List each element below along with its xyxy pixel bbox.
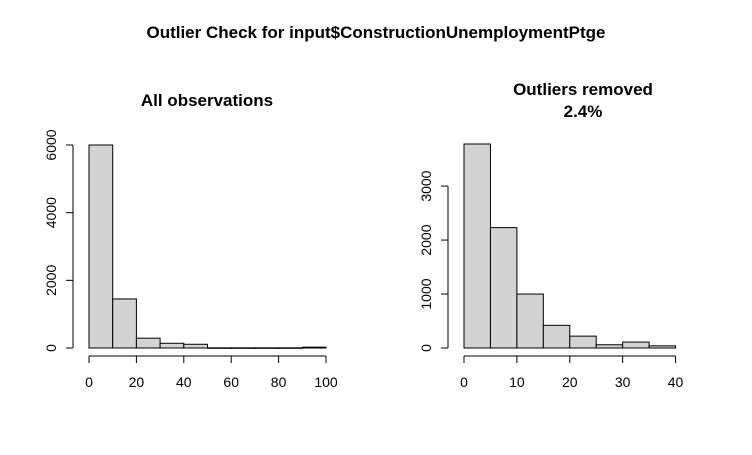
y-tick-label: 0	[43, 344, 59, 352]
histogram-bar	[622, 341, 650, 349]
x-tick-label: 0	[460, 374, 468, 390]
x-tick-label: 40	[176, 374, 192, 390]
panel-outliers-removed: 0 10 20 30 40 0 1000 2000 3000	[418, 143, 684, 390]
histogram-bar	[542, 324, 571, 349]
y-tick-label: 0	[418, 344, 434, 352]
figure-title: Outlier Check for input$ConstructionUnem…	[146, 23, 605, 42]
y-tick-label: 1000	[418, 278, 434, 309]
x-tick-label: 20	[562, 374, 578, 390]
y-tick-label: 3000	[418, 170, 434, 201]
histogram-bar	[159, 342, 185, 349]
panel-left-title: All observations	[141, 91, 273, 110]
histogram-bar	[463, 143, 491, 349]
histogram-bar	[569, 335, 597, 349]
x-tick-label: 80	[271, 374, 287, 390]
histogram-bar	[595, 344, 624, 349]
panel-right-title: Outliers removed	[513, 80, 653, 99]
panel-right-subtitle: 2.4%	[564, 102, 603, 121]
x-tick-label: 0	[85, 374, 93, 390]
x-tick-label: 10	[509, 374, 525, 390]
y-tick-label: 6000	[43, 129, 59, 160]
histogram-bar	[112, 298, 137, 349]
histogram-bar	[301, 346, 327, 349]
histogram-bar	[648, 345, 677, 349]
histogram-bar	[207, 347, 232, 349]
histogram-bar	[88, 144, 114, 349]
y-tick-label: 2000	[418, 224, 434, 255]
histogram-bar	[278, 347, 303, 349]
histogram-bar	[183, 343, 209, 349]
histogram-bar	[135, 337, 161, 349]
x-tick-label: 30	[615, 374, 631, 390]
x-tick-label: 100	[314, 374, 338, 390]
y-tick-label: 4000	[43, 197, 59, 228]
histogram-bar	[516, 293, 544, 349]
histogram-bar	[254, 347, 280, 349]
panel-all-observations: 0 20 40 60 80 100 0 2000 4000 6000	[43, 129, 338, 390]
x-tick-label: 40	[668, 374, 684, 390]
histogram-bar	[230, 347, 256, 349]
y-tick-label: 2000	[43, 265, 59, 296]
x-tick-label: 20	[129, 374, 145, 390]
x-tick-label: 60	[223, 374, 239, 390]
histogram-bar	[489, 227, 518, 349]
